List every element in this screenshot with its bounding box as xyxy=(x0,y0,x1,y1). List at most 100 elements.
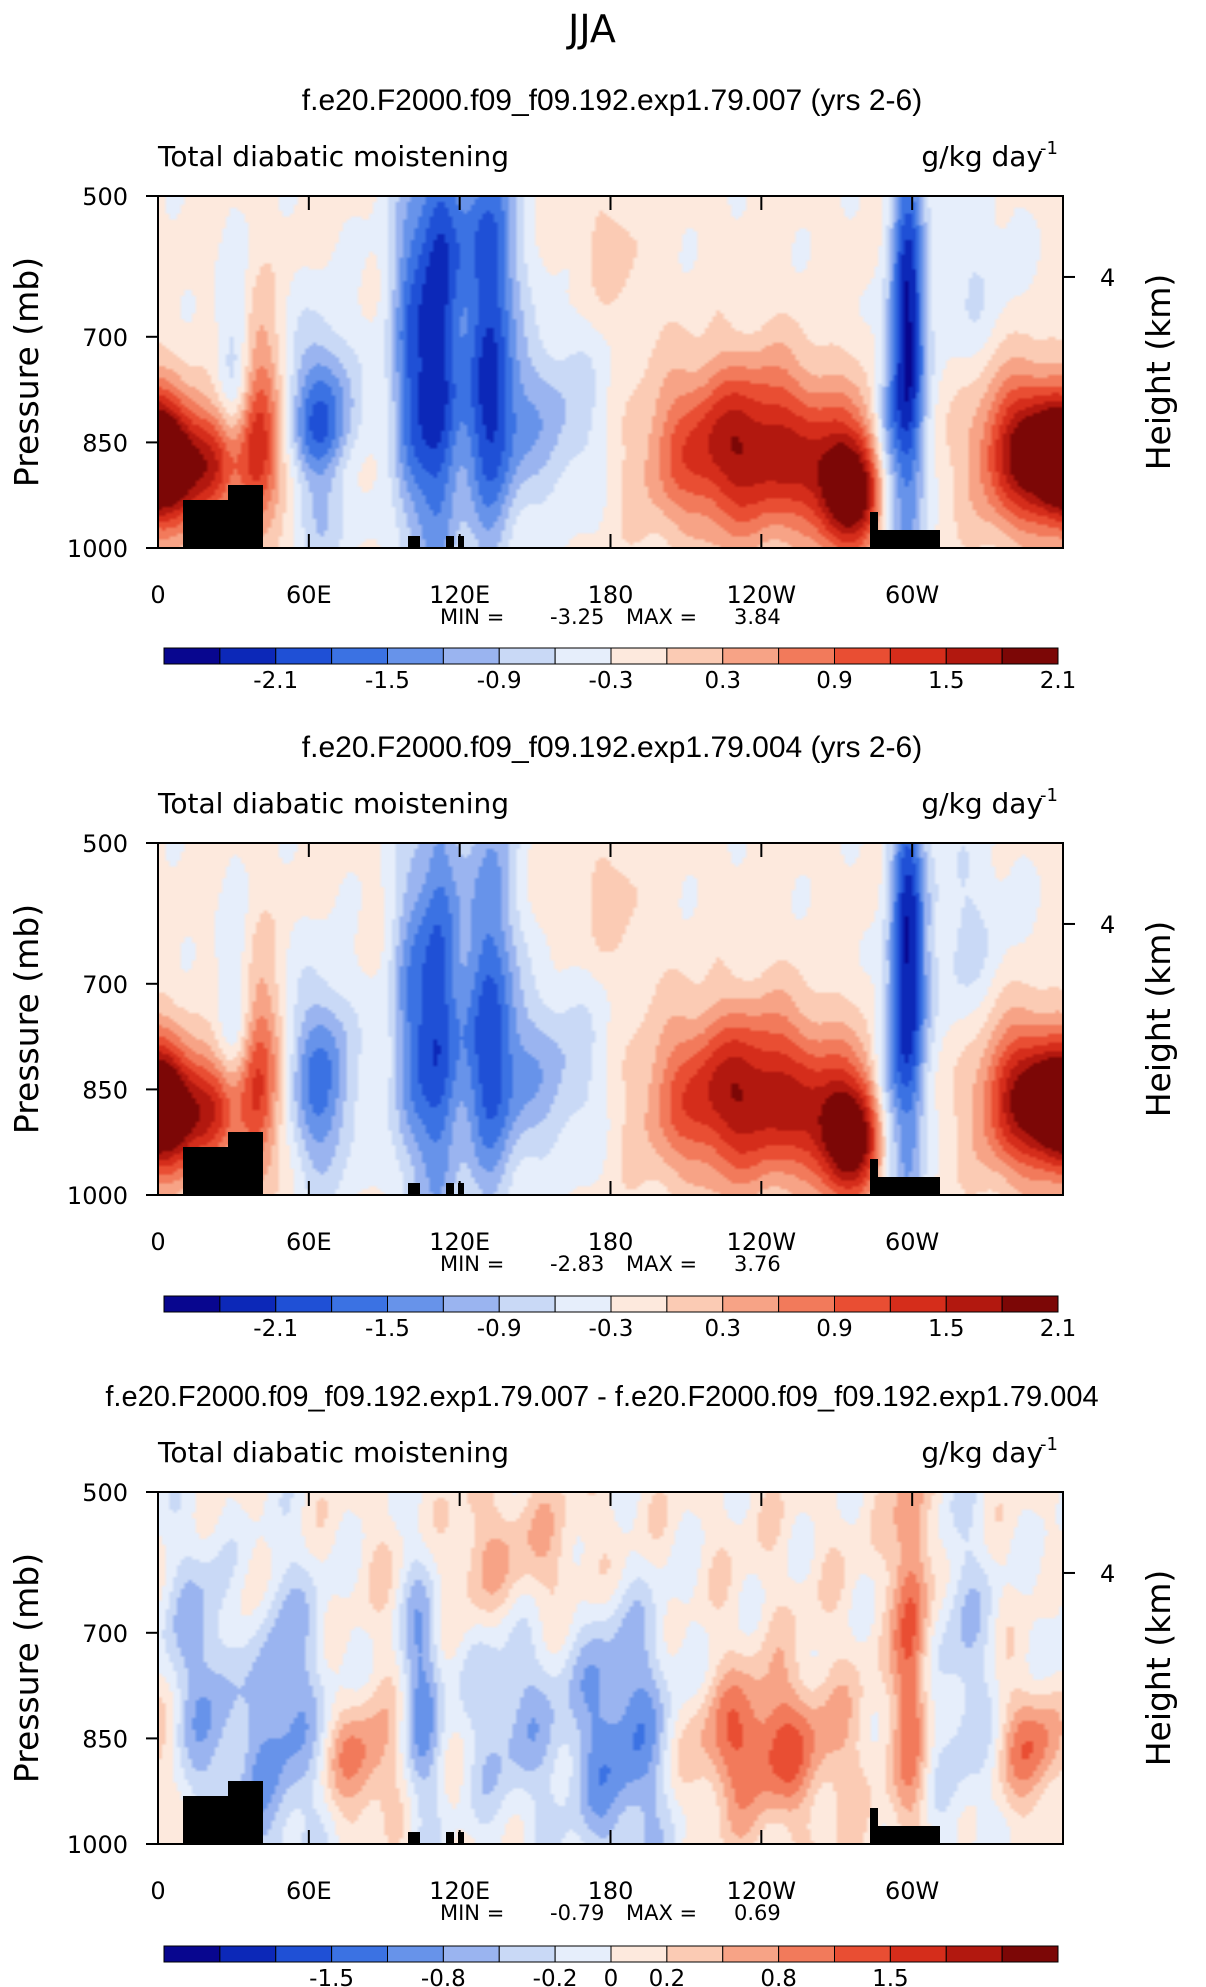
topography-block xyxy=(446,536,454,548)
max-label: MAX = xyxy=(626,1901,697,1925)
colorbar-label: -0.9 xyxy=(477,668,522,694)
y-tick-label: 500 xyxy=(82,830,128,858)
variable-label: Total diabatic moistening xyxy=(157,140,509,173)
colorbar-label: -2.1 xyxy=(253,1316,298,1342)
y-axis-title: Pressure (mb) xyxy=(7,1553,46,1783)
colorbar-swatch xyxy=(778,1295,835,1313)
min-value: -3.25 xyxy=(550,605,604,629)
min-value: -2.83 xyxy=(550,1252,604,1276)
colorbar-label: 0.9 xyxy=(816,668,853,694)
colorbar-swatch xyxy=(387,647,444,665)
colorbar-label: -2.1 xyxy=(253,668,298,694)
colorbar-swatch xyxy=(889,1945,947,1963)
x-tick-label: 120E xyxy=(429,1877,490,1905)
topography-block xyxy=(870,1159,878,1195)
colorbar-swatch xyxy=(778,647,835,665)
colorbar-swatch xyxy=(219,1295,277,1313)
y-tick-label: 500 xyxy=(82,183,128,211)
colorbar-label: 0.3 xyxy=(704,668,741,694)
topography-block xyxy=(458,1183,464,1195)
topography-block xyxy=(870,512,878,548)
colorbar-label: 0.9 xyxy=(816,1316,853,1342)
colorbar-swatch xyxy=(498,1295,556,1313)
max-value: 3.84 xyxy=(734,605,781,629)
colorbar-label: -1.5 xyxy=(309,1966,354,1987)
colorbar-swatch xyxy=(331,1945,388,1963)
colorbar-swatch xyxy=(666,1945,724,1963)
panel-title: f.e20.F2000.f09_f09.192.exp1.79.007 (yrs… xyxy=(302,84,922,117)
y-axis-title-right: Height (km) xyxy=(1139,921,1178,1118)
y-axis-title-right: Height (km) xyxy=(1139,1570,1178,1767)
colorbar-swatch xyxy=(163,1295,221,1313)
topography-block xyxy=(408,1183,420,1195)
colorbar-swatch xyxy=(275,647,333,665)
colorbar-label: -0.3 xyxy=(589,1316,634,1342)
panel-3: f.e20.F2000.f09_f09.192.exp1.79.007 - f.… xyxy=(7,1381,1178,1987)
topography-block xyxy=(238,1138,260,1195)
y-tick-label: 1000 xyxy=(67,1831,128,1859)
y-tick-label: 850 xyxy=(82,429,128,457)
colorbar-swatch xyxy=(331,647,388,665)
topography-block xyxy=(870,1808,878,1844)
x-tick-label: 120W xyxy=(727,1877,797,1905)
y-axis-title-right: Height (km) xyxy=(1139,274,1178,471)
topography-block xyxy=(870,1826,940,1844)
colorbar-label: 1.5 xyxy=(928,668,965,694)
x-tick-label: 60W xyxy=(885,581,939,609)
colorbar-swatch xyxy=(945,647,1003,665)
x-tick-label: 180 xyxy=(588,1228,634,1256)
height-tick-label: 4 xyxy=(1100,911,1115,939)
colorbar-label: -0.9 xyxy=(477,1316,522,1342)
x-tick-label: 120W xyxy=(727,581,797,609)
colorbar-label: 0.2 xyxy=(649,1966,686,1987)
units-label: g/kg day xyxy=(921,140,1043,173)
x-tick-label: 60E xyxy=(286,1228,332,1256)
min-label: MIN = xyxy=(440,1901,504,1925)
colorbar-swatch xyxy=(834,647,891,665)
colorbar-swatch xyxy=(554,1295,612,1313)
colorbar-label: 1.5 xyxy=(872,1966,909,1987)
colorbar-swatch xyxy=(889,1295,947,1313)
figure-title: JJA xyxy=(566,7,616,51)
topography-block xyxy=(446,1183,454,1195)
colorbar-swatch xyxy=(834,1295,891,1313)
x-tick-label: 60E xyxy=(286,1877,332,1905)
colorbar-label: 1.5 xyxy=(928,1316,965,1342)
colorbar-swatch xyxy=(610,1295,668,1313)
x-tick-label: 60E xyxy=(286,581,332,609)
colorbar-swatch xyxy=(331,1295,388,1313)
colorbar-swatch xyxy=(610,647,668,665)
panel-1: f.e20.F2000.f09_f09.192.exp1.79.007 (yrs… xyxy=(7,84,1178,694)
y-tick-label: 850 xyxy=(82,1076,128,1104)
max-label: MAX = xyxy=(626,1252,697,1276)
x-tick-label: 60W xyxy=(885,1228,939,1256)
y-tick-label: 500 xyxy=(82,1479,128,1507)
panel-title: f.e20.F2000.f09_f09.192.exp1.79.007 - f.… xyxy=(105,1381,1098,1413)
topography-block xyxy=(458,1832,464,1844)
x-tick-label: 180 xyxy=(588,581,634,609)
colorbar-swatch xyxy=(889,647,947,665)
x-tick-label: 120W xyxy=(727,1228,797,1256)
colorbar-label: -0.8 xyxy=(421,1966,466,1987)
colorbar-swatch xyxy=(610,1945,668,1963)
colorbar-label: -0.3 xyxy=(589,668,634,694)
height-tick-label: 4 xyxy=(1100,264,1115,292)
units-exponent: -1 xyxy=(1040,785,1058,806)
units-exponent: -1 xyxy=(1040,1434,1058,1455)
topography-block xyxy=(408,1832,420,1844)
colorbar-swatch xyxy=(945,1945,1003,1963)
x-tick-label: 0 xyxy=(150,581,165,609)
y-tick-label: 700 xyxy=(82,1620,128,1648)
colorbar-swatch xyxy=(163,1945,221,1963)
colorbar-swatch xyxy=(666,1295,724,1313)
colorbar-swatch xyxy=(778,1945,835,1963)
height-tick-label: 4 xyxy=(1100,1560,1115,1588)
colorbar-swatch xyxy=(442,1295,500,1313)
heatmap-field xyxy=(158,1492,1063,1844)
variable-label: Total diabatic moistening xyxy=(157,787,509,820)
topography-block xyxy=(458,536,464,548)
y-axis-title: Pressure (mb) xyxy=(7,904,46,1134)
y-tick-label: 1000 xyxy=(67,535,128,563)
colorbar-swatch xyxy=(275,1945,333,1963)
